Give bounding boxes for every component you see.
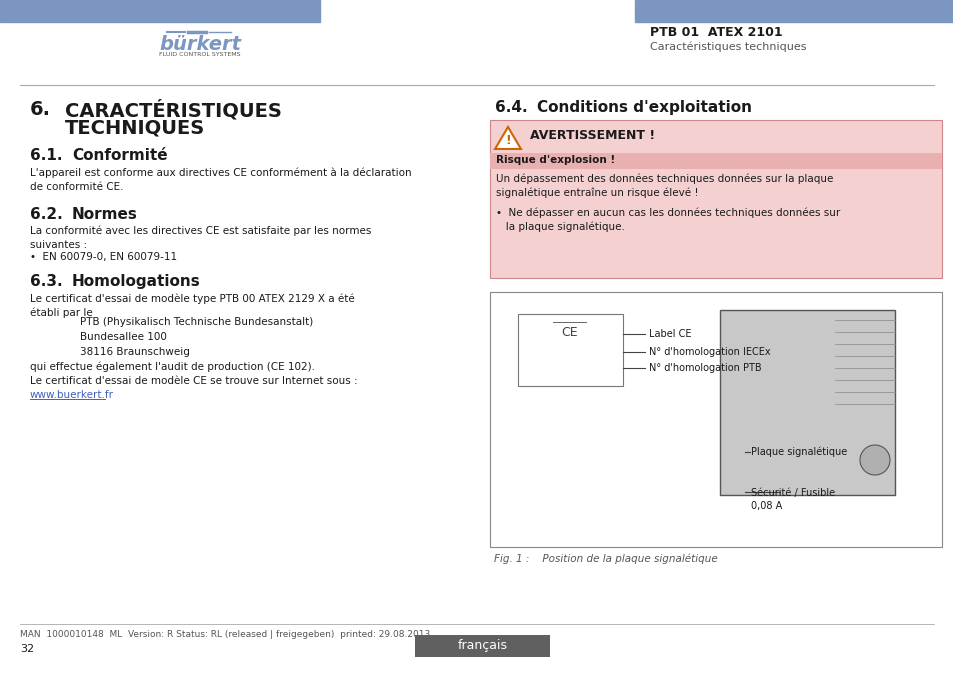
- Text: •  EN 60079-0, EN 60079-11: • EN 60079-0, EN 60079-11: [30, 252, 177, 262]
- Text: bürkert: bürkert: [159, 35, 241, 54]
- Bar: [415, 635, 550, 657]
- Text: 6.1.: 6.1.: [30, 148, 63, 163]
- Text: PTB 01  ATEX 2101: PTB 01 ATEX 2101: [649, 26, 781, 39]
- Text: Risque d'explosion !: Risque d'explosion !: [496, 155, 615, 165]
- Text: 32: 32: [20, 644, 34, 654]
- Text: www.buerkert.fr: www.buerkert.fr: [30, 390, 113, 400]
- Text: Caractéristiques techniques: Caractéristiques techniques: [649, 42, 805, 52]
- Bar: [720, 310, 894, 495]
- Text: CE: CE: [561, 326, 578, 339]
- Text: CARACTÉRISTIQUES: CARACTÉRISTIQUES: [65, 100, 281, 120]
- Text: français: français: [457, 639, 507, 652]
- Text: N° d'homologation PTB: N° d'homologation PTB: [648, 363, 760, 373]
- Circle shape: [859, 445, 889, 475]
- Text: PTB (Physikalisch Technische Bundesanstalt)
Bundesallee 100
38116 Braunschweig: PTB (Physikalisch Technische Bundesansta…: [80, 317, 313, 357]
- Text: Homologations: Homologations: [71, 274, 200, 289]
- Text: !: !: [504, 134, 511, 147]
- Text: Normes: Normes: [71, 207, 138, 222]
- Bar: [0, 0, 319, 22]
- Text: Fig. 1 :    Position de la plaque signalétique: Fig. 1 : Position de la plaque signaléti…: [494, 554, 717, 565]
- Text: Label CE: Label CE: [648, 329, 691, 339]
- Text: 6.3.: 6.3.: [30, 274, 63, 289]
- Text: Un dépassement des données techniques données sur la plaque
signalétique entraîn: Un dépassement des données techniques do…: [496, 173, 833, 199]
- Polygon shape: [495, 127, 520, 149]
- Text: Plaque signalétique: Plaque signalétique: [750, 447, 846, 457]
- Text: 6.: 6.: [30, 100, 51, 119]
- Text: L'appareil est conforme aux directives CE conformément à la déclaration
de confo: L'appareil est conforme aux directives C…: [30, 167, 411, 192]
- Text: N° d'homologation IECEx: N° d'homologation IECEx: [648, 347, 770, 357]
- Text: TECHNIQUES: TECHNIQUES: [65, 118, 205, 137]
- Bar: [517, 314, 622, 386]
- Text: AVERTISSEMENT !: AVERTISSEMENT !: [530, 129, 655, 142]
- Text: FLUID CONTROL SYSTEMS: FLUID CONTROL SYSTEMS: [159, 52, 240, 57]
- Text: Sécurité / Fusible
0,08 A: Sécurité / Fusible 0,08 A: [750, 488, 834, 511]
- Bar: [490, 292, 941, 547]
- Bar: [490, 120, 941, 278]
- Text: 6.4.: 6.4.: [495, 100, 527, 115]
- Text: •  Ne dépasser en aucun cas les données techniques données sur
   la plaque sign: • Ne dépasser en aucun cas les données t…: [496, 207, 840, 232]
- Text: Conformité: Conformité: [71, 148, 168, 163]
- Text: qui effectue également l'audit de production (CE 102).: qui effectue également l'audit de produc…: [30, 362, 314, 372]
- Text: Le certificat d'essai de modèle CE se trouve sur Internet sous :: Le certificat d'essai de modèle CE se tr…: [30, 376, 357, 386]
- Text: Conditions d'exploitation: Conditions d'exploitation: [537, 100, 751, 115]
- Text: La conformité avec les directives CE est satisfaite par les normes
suivantes :: La conformité avec les directives CE est…: [30, 226, 371, 250]
- Text: Le certificat d'essai de modèle type PTB 00 ATEX 2129 X a été
établi par le: Le certificat d'essai de modèle type PTB…: [30, 293, 355, 318]
- Bar: [490, 153, 941, 169]
- Text: MAN  1000010148  ML  Version: R Status: RL (released | freigegeben)  printed: 29: MAN 1000010148 ML Version: R Status: RL …: [20, 630, 430, 639]
- Bar: [635, 0, 953, 22]
- Text: 6.2.: 6.2.: [30, 207, 63, 222]
